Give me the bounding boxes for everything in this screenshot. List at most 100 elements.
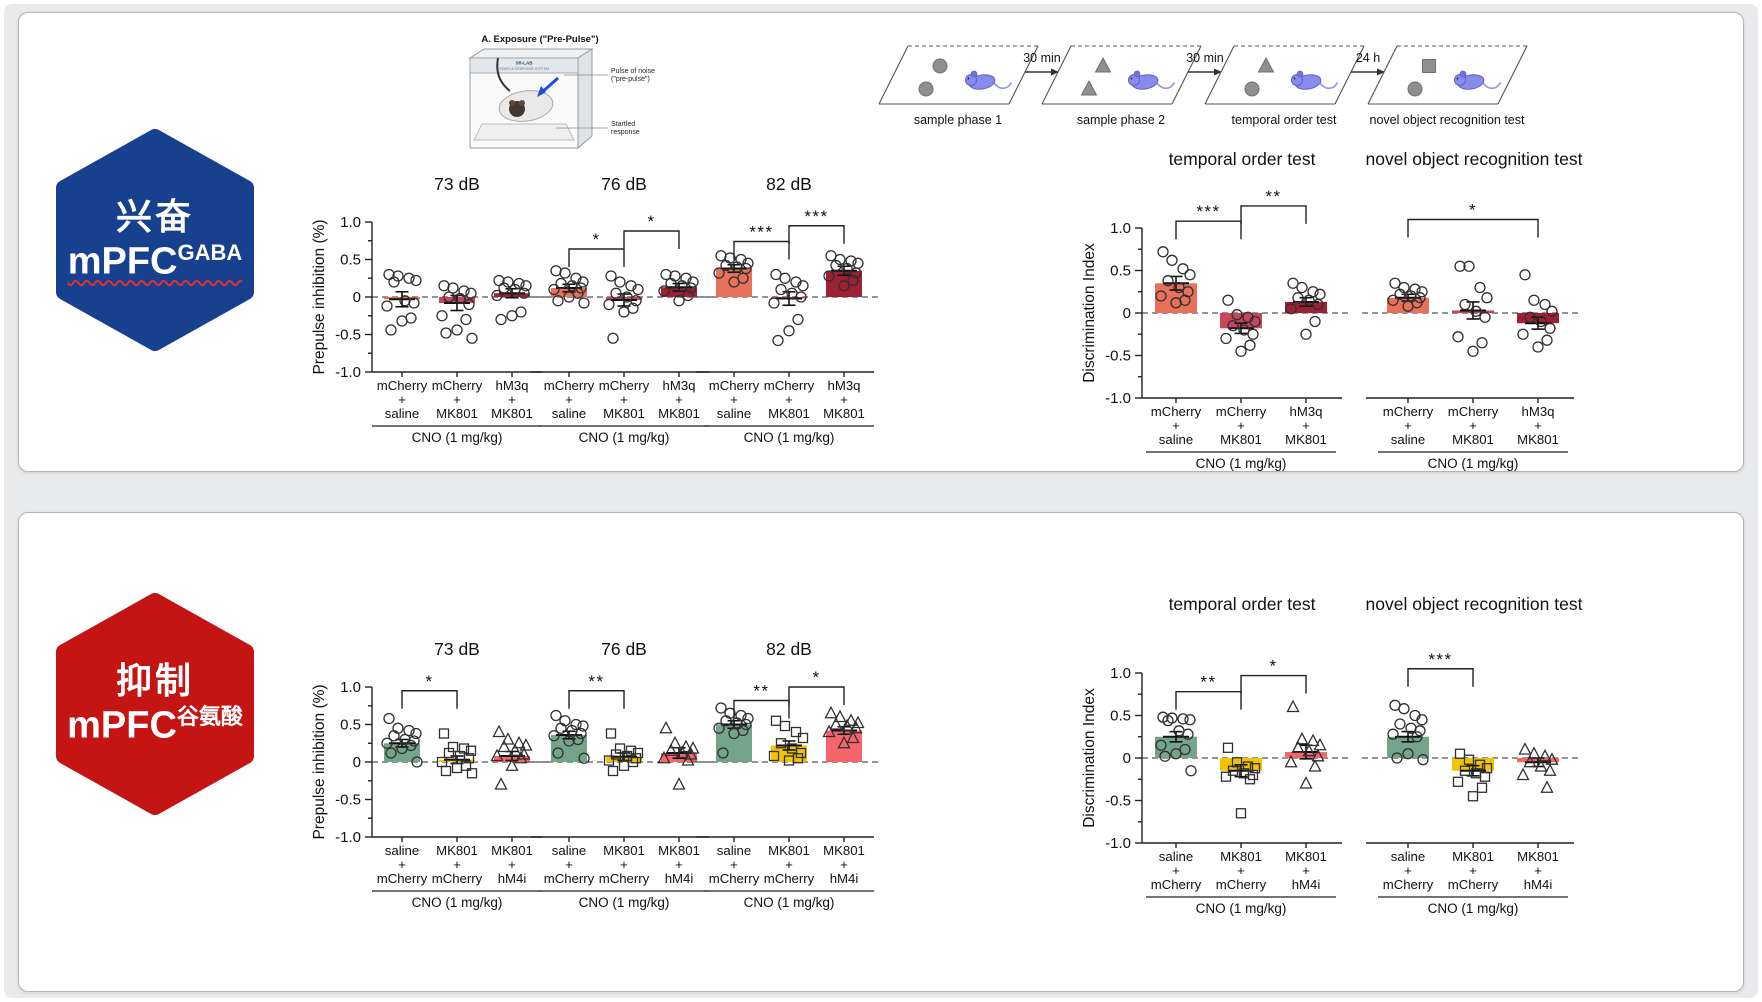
data-points	[1155, 711, 1197, 777]
arena-object-circle	[918, 81, 934, 97]
group-label: +	[620, 857, 628, 872]
group-label: +	[1534, 863, 1542, 878]
group-label: +	[1237, 418, 1245, 433]
chart-title: 82 dB	[766, 639, 812, 659]
significance-label: ***	[804, 207, 828, 226]
data-points	[1220, 294, 1261, 357]
y-tick-label: 0	[353, 289, 361, 306]
chart-ppi-73db-bottom: 73 dB 1.0 0.5 0 -0.5 -1.0 Prepulse inhibition …	[300, 625, 550, 915]
stage-label: sample phase 2	[1077, 113, 1165, 127]
interval-label: 30 min	[1023, 51, 1061, 65]
x-axis	[531, 371, 709, 377]
hexagon-subtitle-main: mPFC	[67, 240, 178, 283]
group-label: +	[840, 857, 848, 872]
data-points	[657, 720, 700, 790]
group-label: +	[675, 392, 683, 407]
group-label: MK801	[603, 843, 645, 858]
significance-label: **	[1265, 187, 1281, 206]
data-points	[490, 724, 533, 790]
significance-label: *	[1469, 201, 1477, 220]
x-axis	[531, 836, 709, 842]
apparatus-device-sublabel: STARTLE RESPONSE SYSTEM	[499, 67, 549, 71]
group-label: MK801	[1285, 849, 1327, 864]
group-label: saline	[1391, 849, 1425, 864]
chart-b76: 76 dB**saline+mCherryMK801+mCherryMK801+…	[527, 639, 715, 910]
group-label: hM3q	[828, 378, 861, 393]
group-label: +	[785, 857, 793, 872]
group-label: +	[565, 392, 573, 407]
significance-label: *	[425, 672, 433, 691]
significance-bracket: *	[623, 212, 680, 249]
data-points	[1285, 277, 1326, 340]
apparatus-title: A. Exposure ("Pre-Pulse")	[481, 34, 598, 45]
group-label: saline	[385, 843, 419, 858]
chart-novel-object-top: novel object recognition test * mCherry + sa…	[1360, 135, 1583, 476]
group-label: mCherry	[599, 378, 650, 393]
x-axis	[696, 836, 874, 842]
hexagon-title-cn: 抑制	[115, 659, 194, 701]
group-label: MK801	[823, 843, 865, 858]
group-label: +	[730, 857, 738, 872]
y-axis	[1135, 227, 1143, 399]
mouse-icon	[1291, 70, 1338, 90]
significance-bracket: **	[733, 682, 790, 719]
y-tick-label: -1.0	[1105, 390, 1131, 407]
group-label: MK801	[1517, 432, 1559, 447]
chart-title: 76 dB	[601, 174, 647, 194]
data-points	[548, 265, 590, 309]
data-points	[1387, 277, 1428, 312]
arena-object-circle	[932, 58, 948, 74]
treatment-caption: CNO (1 mg/kg)	[1196, 901, 1287, 916]
significance-bracket: *	[1407, 201, 1539, 238]
group-label: +	[453, 857, 461, 872]
chart-title: temporal order test	[1169, 149, 1316, 169]
significance-label: ***	[1196, 202, 1220, 221]
y-tick-label: 1.0	[340, 214, 361, 231]
treatment-caption: CNO (1 mg/kg)	[744, 430, 835, 445]
y-tick-label: 0.5	[340, 252, 361, 269]
data-points	[1284, 699, 1327, 789]
group-label: +	[1237, 863, 1245, 878]
group-label: mCherry	[1448, 404, 1499, 419]
error-bar	[776, 290, 802, 307]
group-label: mCherry	[377, 378, 428, 393]
treatment-caption: CNO (1 mg/kg)	[412, 895, 503, 910]
y-tick-label: 0	[1123, 750, 1131, 767]
data-points	[436, 280, 478, 344]
group-label: mCherry	[709, 378, 760, 393]
group-label: MK801	[436, 843, 478, 858]
timeline-stage: novel object recognition test	[1367, 45, 1528, 127]
group-label: +	[730, 392, 738, 407]
timeline-stage: sample phase 1	[878, 45, 1039, 127]
y-tick-label: -1.0	[1105, 835, 1131, 852]
group-label: +	[785, 392, 793, 407]
group-label: mCherry	[709, 871, 760, 886]
y-tick-label: -0.5	[335, 792, 361, 809]
chart-ppi-73db-top: 73 dB 1.0 0.5 0 -0.5 -1.0 Prepulse inhibition …	[300, 160, 550, 450]
group-label: hM4i	[1292, 877, 1321, 892]
y-axis-label: Discrimination Index	[1081, 243, 1098, 383]
group-label: MK801	[768, 843, 810, 858]
group-label: +	[398, 392, 406, 407]
arena-object-square	[1422, 59, 1436, 73]
group-label: MK801	[436, 406, 478, 421]
treatment-caption: CNO (1 mg/kg)	[744, 895, 835, 910]
group-label: +	[508, 392, 516, 407]
data-points	[1517, 269, 1558, 353]
group-label: +	[840, 392, 848, 407]
cable	[496, 57, 511, 92]
y-tick-label: -1.0	[335, 364, 361, 381]
group-label: +	[1404, 418, 1412, 433]
significance-label: **	[588, 672, 604, 691]
group-label: MK801	[823, 406, 865, 421]
significance-bracket: ***	[1407, 650, 1474, 687]
group-label: mCherry	[544, 378, 595, 393]
group-label: mCherry	[1151, 404, 1202, 419]
chart-b82: 82 dB***saline+mCherryMK801+mCherryMK801…	[692, 639, 880, 910]
data-points	[713, 250, 754, 288]
pulse-label-2: ("pre-pulse")	[611, 76, 650, 83]
treatment-caption: CNO (1 mg/kg)	[579, 895, 670, 910]
significance-label: *	[812, 668, 820, 687]
chart-title: novel object recognition test	[1366, 149, 1583, 169]
group-label: MK801	[491, 406, 533, 421]
